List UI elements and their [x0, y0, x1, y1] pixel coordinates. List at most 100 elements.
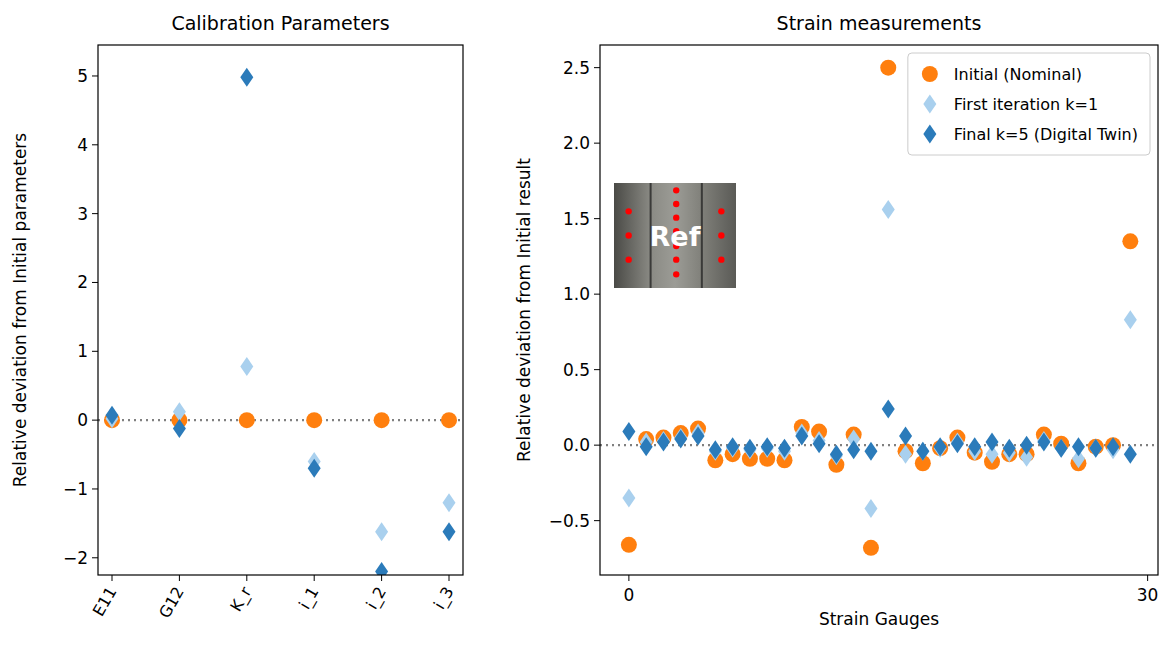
x-tick	[381, 575, 382, 581]
panel: Strain measurements−0.50.00.51.01.52.02.…	[514, 12, 1158, 629]
plot-frame	[600, 45, 1158, 575]
point	[443, 522, 456, 541]
point	[1089, 439, 1102, 458]
y-tick-label: 2	[77, 272, 88, 292]
point	[173, 402, 186, 421]
point	[882, 399, 895, 418]
inset-dot	[718, 232, 724, 238]
point	[674, 430, 687, 449]
point	[374, 412, 390, 428]
panel-title: Calibration Parameters	[171, 12, 389, 34]
y-tick	[92, 282, 98, 283]
point	[709, 440, 722, 459]
point	[899, 445, 912, 464]
y-tick	[92, 75, 98, 76]
x-tick-label: 0	[623, 585, 634, 605]
y-tick	[594, 143, 600, 144]
y-tick-label: −1	[63, 479, 88, 499]
point	[934, 437, 947, 456]
reference-line	[98, 419, 463, 421]
inset-background	[614, 183, 736, 288]
legend-marker	[922, 66, 938, 82]
plot-area	[98, 68, 463, 575]
point	[621, 537, 637, 553]
y-tick	[92, 144, 98, 145]
inset-dot	[625, 256, 631, 262]
point	[795, 427, 808, 446]
point	[657, 433, 670, 452]
point	[375, 562, 388, 575]
point	[1122, 233, 1138, 249]
x-tick-label: i_3	[430, 584, 459, 614]
y-axis-title: Relative deviation from Initial paramete…	[10, 133, 30, 488]
point	[882, 200, 895, 219]
y-tick-label: 1	[77, 341, 88, 361]
legend-label: Initial (Nominal)	[954, 65, 1082, 84]
point	[375, 522, 388, 541]
y-tick-label: 5	[77, 66, 88, 86]
point	[968, 437, 981, 456]
point	[813, 434, 826, 453]
point	[986, 433, 999, 452]
inset-dot	[673, 187, 679, 193]
point	[1089, 439, 1102, 458]
y-tick	[594, 67, 600, 68]
inset-dot	[673, 271, 679, 277]
legend-label: Final k=5 (Digital Twin)	[954, 125, 1138, 144]
x-axis-title: Strain Gauges	[819, 609, 939, 629]
y-tick-label: 2.5	[563, 58, 590, 78]
point	[726, 437, 739, 456]
y-tick-label: 0.5	[563, 360, 590, 380]
y-tick-label: 3	[77, 204, 88, 224]
legend: Initial (Nominal)First iteration k=1Fina…	[908, 53, 1150, 155]
x-tick	[112, 575, 113, 581]
point	[692, 427, 705, 446]
legend-marker	[923, 125, 936, 144]
y-tick	[92, 351, 98, 352]
inset-dot	[625, 232, 631, 238]
y-tick-label: −2	[63, 548, 88, 568]
point	[640, 437, 653, 456]
point	[622, 422, 635, 441]
point	[308, 459, 321, 478]
point	[1107, 437, 1120, 456]
point	[847, 440, 860, 459]
x-tick-label: 30	[1137, 585, 1159, 605]
y-tick	[594, 294, 600, 295]
point	[1055, 439, 1068, 458]
y-tick-label: 2.0	[563, 133, 590, 153]
point	[916, 442, 929, 461]
x-tick-label: K_r	[226, 583, 256, 615]
plot-frame	[98, 45, 463, 575]
legend-frame	[908, 53, 1150, 155]
point	[106, 406, 119, 425]
inset-dot	[673, 201, 679, 207]
point	[761, 437, 774, 456]
point	[1124, 310, 1137, 329]
point	[1072, 437, 1085, 456]
y-tick	[594, 369, 600, 370]
point	[1055, 439, 1068, 458]
point	[778, 439, 791, 458]
y-tick	[594, 445, 600, 446]
point	[622, 488, 635, 507]
inset-dot	[673, 256, 679, 262]
y-tick-label: 0.0	[563, 435, 590, 455]
y-tick-label: 4	[77, 135, 88, 155]
x-tick	[314, 575, 315, 581]
figure: Calibration Parameters−2−1012345E11G12K_…	[0, 0, 1172, 646]
point	[239, 412, 255, 428]
point	[743, 439, 756, 458]
inset-dot	[718, 256, 724, 262]
x-tick-label: i_1	[295, 584, 324, 614]
x-tick	[449, 575, 450, 581]
annotation: Ref	[650, 221, 701, 252]
y-tick	[92, 557, 98, 558]
point	[880, 60, 896, 76]
x-tick-label: E11	[89, 584, 121, 620]
y-tick	[92, 488, 98, 489]
y-tick-label: 1.5	[563, 209, 590, 229]
panel: Calibration Parameters−2−1012345E11G12K_…	[10, 12, 463, 621]
x-tick-label: i_2	[362, 584, 391, 614]
point	[864, 442, 877, 461]
